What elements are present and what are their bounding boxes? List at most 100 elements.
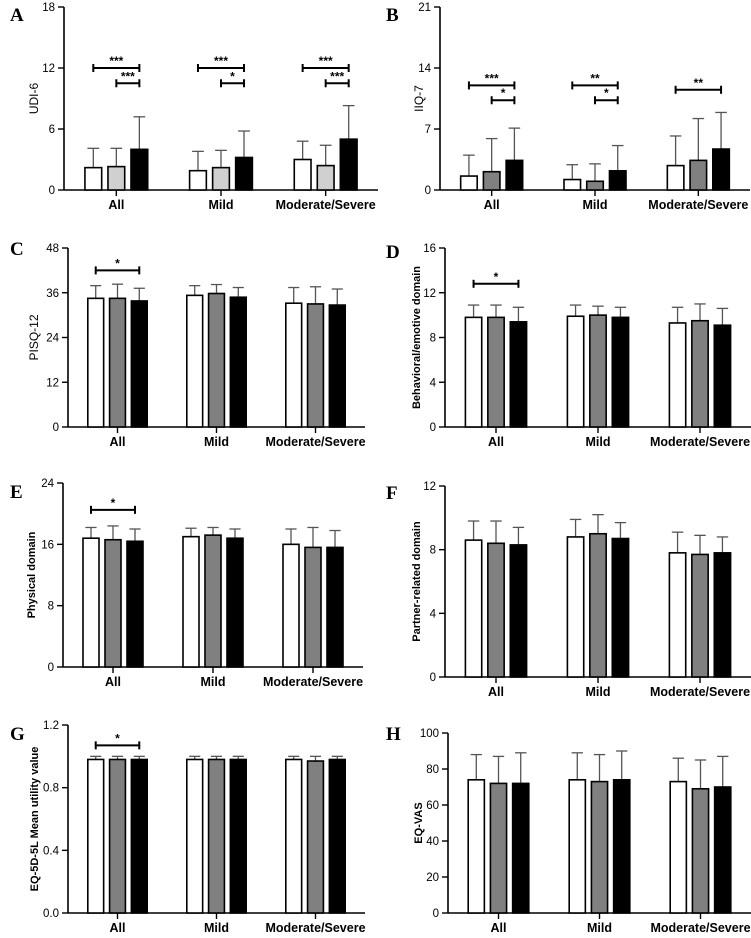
panel-c-bar-group-3 [229, 296, 248, 428]
panel-c-bar-group-3 [130, 300, 149, 428]
panel-e-ytick-label: 16 [41, 539, 54, 551]
panel-g-bar-group-1 [87, 758, 105, 914]
panel-g-ytick-label: 0.4 [43, 845, 60, 857]
panel-h: H 0 20 40 60 80 100 EQ-VAS All Mild Moderate/Sever… [386, 724, 751, 935]
panel-a-sig-label: * [230, 69, 235, 83]
panel-e-category-label: All [105, 675, 121, 689]
panel-d-y-label: Behavioral/emotive domain [411, 266, 423, 409]
panel-a-ytick-label: 6 [49, 124, 55, 136]
panel-g-category-label: Mild [204, 921, 229, 935]
panel-d-category-label: All [488, 435, 504, 449]
panel-f-bar-group-2 [589, 532, 607, 678]
panel-b-category-label: Moderate/Severe [648, 198, 748, 212]
panel-d-category-label: Moderate/Severe [650, 435, 750, 449]
panel-e: E 0 8 16 24 Physical domain All Mild Moderate/Se… [10, 478, 363, 689]
panel-g-bar-group-1 [186, 758, 204, 914]
panel-b-y-label: IIQ-7 [412, 85, 426, 112]
panel-b-bar-group-2 [482, 170, 501, 191]
panel-e-bar-group-3 [226, 537, 244, 668]
panel-h-ytick-label: 80 [426, 764, 439, 776]
panel-d-bar-group-3 [713, 324, 732, 428]
panel-b-bar-group-3 [505, 159, 524, 191]
panel-e-bar-group-2 [304, 546, 322, 668]
panel-h-ytick-label: 20 [426, 872, 439, 884]
panel-c-bar-group-1 [186, 294, 204, 428]
panel-a-y-label: UDI-6 [27, 83, 41, 115]
panel-c-ytick-label: 0 [53, 422, 59, 434]
panel-f-category-label: Mild [586, 685, 611, 699]
panel-g-bar-group-2 [108, 758, 127, 914]
panel-c-ytick-label: 12 [46, 377, 59, 389]
panel-f-bar-group-3 [713, 552, 732, 678]
panel-h-bar-group-2 [691, 787, 710, 914]
panel-c-category-label: All [110, 435, 126, 449]
panel-f-category-label: All [488, 685, 504, 699]
panel-b-category-label: All [484, 198, 500, 212]
panel-a-sig-label: *** [319, 54, 333, 68]
panel-g-bar-group-3 [130, 758, 149, 914]
panel-h-ytick-label: 40 [426, 836, 439, 848]
panel-f-bar-group-1 [668, 552, 687, 678]
panel-f-letter: F [386, 483, 398, 504]
panel-e-category-label: Moderate/Severe [263, 675, 363, 689]
panel-f-category-label: Moderate/Severe [650, 685, 750, 699]
panel-a-bar-group-1 [293, 158, 312, 191]
panel-b-sig-label: * [604, 86, 609, 100]
panel-d-bar-group-1 [668, 322, 687, 428]
panel-g-ytick-label: 0.0 [43, 908, 59, 920]
panel-a-category-label: Mild [209, 198, 234, 212]
panel-g-sig-label: * [115, 731, 120, 745]
panel-h-category-label: Mild [587, 921, 612, 935]
panel-d-bar-group-2 [589, 314, 607, 428]
panel-g-category-label: Moderate/Severe [265, 921, 365, 935]
panel-g: G 0.0 0.4 0.8 1.2 EQ-5D-5L Mean utility value… [10, 720, 366, 935]
panel-c-ytick-label: 48 [46, 243, 59, 255]
panel-a-bar-group-1 [84, 166, 103, 191]
panel-b-bar-group-1 [459, 175, 478, 191]
panel-e-category-label: Mild [201, 675, 226, 689]
panel-f-bar-group-1 [464, 539, 483, 678]
panel-h-bar-group-1 [669, 780, 688, 914]
panel-a-sig-label: *** [121, 69, 135, 83]
panel-b-bar-group-1 [666, 164, 685, 191]
panel-a-ytick-label: 0 [49, 185, 55, 197]
panel-a-bar-group-3 [234, 156, 254, 191]
panel-b-sig-label: ** [590, 71, 600, 85]
panel-c-bar-group-2 [108, 297, 127, 428]
panel-e-sig-label: * [111, 496, 116, 510]
panel-a-bar-group-2 [211, 166, 231, 191]
panel-b-ytick-label: 21 [418, 2, 431, 14]
panel-c-bar-group-2 [306, 303, 325, 428]
panel-h-bar-group-3 [511, 782, 530, 914]
panel-b-sig-label: *** [485, 71, 499, 85]
panel-c-letter: C [10, 239, 24, 260]
panel-d-ytick-label: 8 [430, 333, 436, 345]
panel-c-category-label: Mild [204, 435, 229, 449]
panel-h-category-label: Moderate/Severe [650, 921, 750, 935]
panel-a-letter: A [10, 5, 24, 26]
panel-h-ytick-label: 60 [426, 800, 439, 812]
panel-d-bar-group-2 [691, 319, 709, 428]
panel-h-y-label: EQ-VAS [413, 802, 425, 843]
panel-e-ytick-label: 8 [48, 601, 54, 613]
panel-d-sig-label: * [494, 270, 499, 284]
panel-g-bar-group-2 [207, 758, 226, 914]
panel-f: F 0 4 8 12 Partner-related domain All Mild Moder… [386, 481, 751, 699]
panel-d-bar-group-2 [487, 316, 505, 428]
panel-b-bar-group-1 [563, 178, 582, 191]
panel-d-bar-group-3 [611, 316, 630, 428]
panel-e-ytick-label: 0 [48, 662, 54, 674]
panel-c-y-label: PISQ-12 [27, 314, 41, 360]
panel-b-bar-group-2 [689, 159, 708, 191]
panel-b-letter: B [386, 5, 399, 26]
panel-b-category-label: Mild [583, 198, 608, 212]
panel-c-bar-group-2 [207, 292, 226, 428]
panel-c-bar-group-3 [328, 304, 346, 428]
panel-e-bar-group-1 [282, 543, 300, 668]
panel-g-y-label: EQ-5D-5L Mean utility value [29, 747, 41, 892]
panel-h-bar-group-1 [568, 778, 587, 914]
panel-d-bar-group-1 [566, 315, 585, 428]
panel-c-category-label: Moderate/Severe [265, 435, 365, 449]
